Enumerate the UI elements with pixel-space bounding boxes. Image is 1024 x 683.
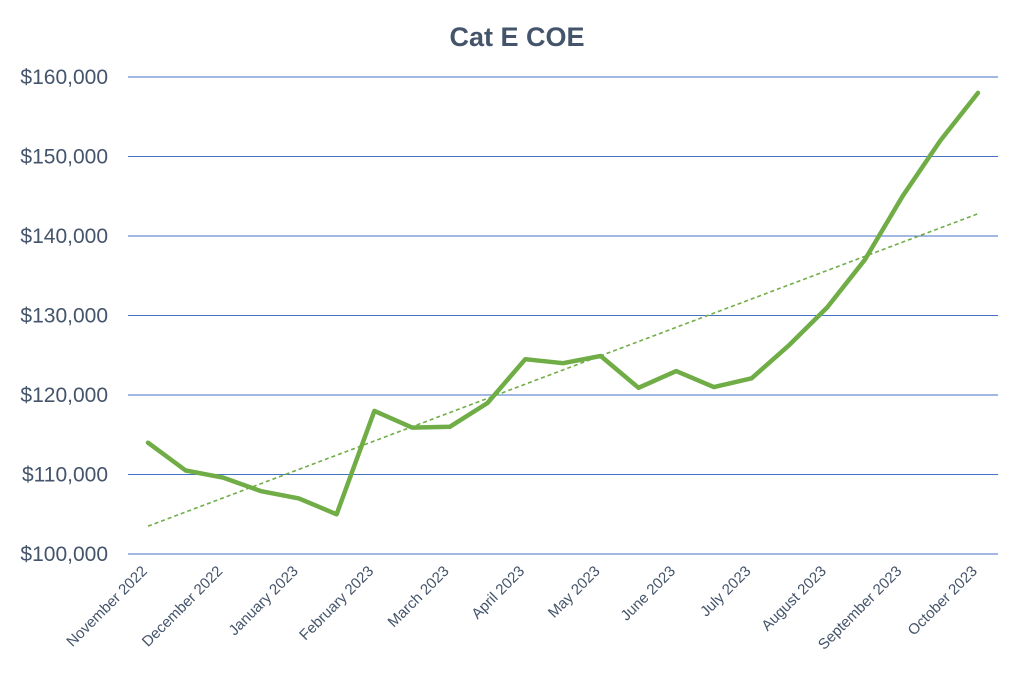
x-tick-label: December 2022: [139, 563, 226, 650]
y-tick-label: $100,000: [20, 543, 108, 566]
x-tick-label: July 2023: [697, 563, 754, 620]
x-tick-label: October 2023: [905, 563, 981, 639]
series-line: [145, 90, 981, 517]
x-tick-label: November 2022: [63, 563, 150, 650]
x-tick-label: September 2023: [815, 563, 905, 653]
x-tick-label: March 2023: [385, 563, 453, 631]
trendline: [147, 212, 979, 527]
gridlines: [128, 76, 998, 555]
y-axis-ticks: $100,000 $110,000 $120,000 $130,000 $140,000…: [20, 66, 108, 566]
series-layer: [145, 90, 981, 517]
x-tick-label: August 2023: [758, 563, 830, 635]
y-tick-label: $160,000: [20, 66, 108, 89]
x-tick-label: June 2023: [617, 563, 679, 625]
y-tick-label: $110,000: [22, 464, 108, 487]
y-tick-label: $120,000: [20, 384, 108, 407]
trendline-layer: [147, 212, 979, 527]
x-tick-label: February 2023: [296, 563, 377, 644]
y-tick-label: $150,000: [20, 146, 108, 169]
x-tick-label: January 2023: [225, 563, 301, 639]
chart-title: Cat E COE: [449, 22, 585, 52]
x-tick-label: April 2023: [468, 563, 528, 623]
y-tick-label: $130,000: [20, 305, 108, 328]
y-tick-label: $140,000: [20, 225, 108, 248]
x-tick-label: May 2023: [545, 563, 604, 622]
